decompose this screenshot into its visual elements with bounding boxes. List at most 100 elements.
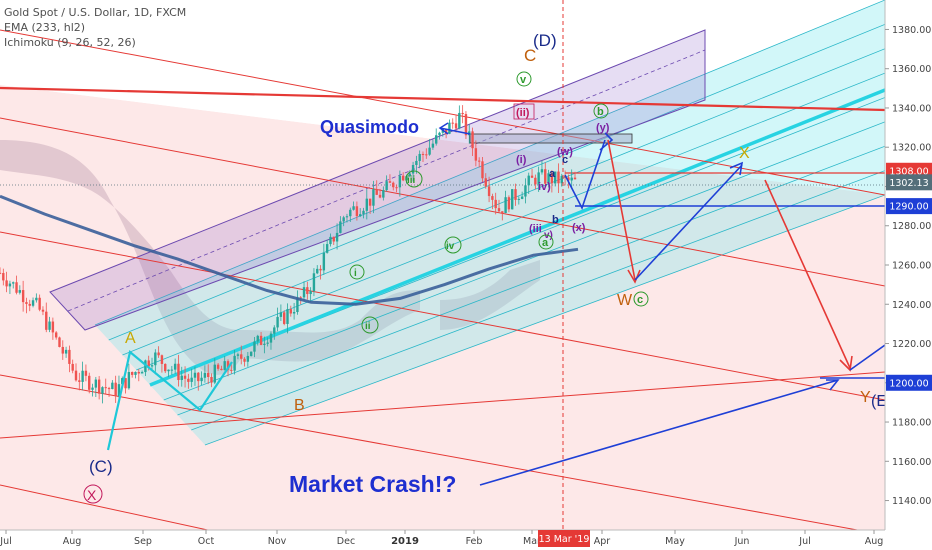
candle-body: [78, 380, 81, 382]
y-tick-label: 1360.00: [892, 64, 931, 75]
label-iii: iii: [407, 175, 416, 186]
label-a-small: a: [549, 168, 556, 180]
candle-body: [170, 369, 174, 371]
candle-body: [94, 379, 98, 388]
candle-body: [534, 177, 537, 185]
price-badge-label: 1302.13: [889, 178, 928, 189]
candle-body: [474, 148, 478, 161]
label-X-circ: X: [87, 487, 97, 503]
cloud-blob: [440, 260, 540, 330]
cyan-channel-fill: [95, 0, 885, 445]
circle-b-green: [593, 103, 609, 119]
candle-body: [504, 197, 507, 214]
candle-body: [121, 378, 124, 385]
x-tick-label: Nov: [268, 536, 287, 547]
x-tick-label: Jul: [798, 536, 810, 547]
candle-body: [365, 198, 369, 211]
label-C-big: C: [524, 46, 536, 65]
candle-body: [418, 153, 421, 161]
cyan-channel-line: [191, 170, 885, 431]
candle-body: [190, 377, 193, 382]
ema-233-line: [0, 194, 579, 306]
cyan-channel-line: [108, 24, 885, 341]
candle-body: [259, 335, 263, 345]
y-tick-label: 1260.00: [892, 261, 931, 272]
candle-body: [117, 384, 121, 397]
candle-body: [484, 178, 487, 187]
candle-body: [289, 309, 293, 314]
candle-body: [84, 370, 88, 376]
cyan-channel-line: [94, 0, 885, 326]
candle-body: [435, 135, 438, 144]
candle-body: [392, 182, 395, 188]
circle-v: [516, 71, 532, 87]
red-trend-line: [0, 117, 885, 287]
candle-body: [282, 312, 286, 324]
price-axis[interactable]: 1140.00 1160.00 1180.00 1200.00 1220.00 1240.…: [885, 25, 931, 507]
candle-body: [401, 175, 405, 181]
candle-body: [124, 378, 127, 389]
candle-body: [501, 211, 504, 214]
candle-body: [408, 173, 411, 177]
candle-body: [279, 312, 283, 317]
candle-body: [481, 161, 484, 179]
price-candles: [0, 105, 577, 404]
candle-body: [41, 309, 45, 312]
candle-body: [157, 352, 160, 356]
candle-body: [104, 387, 107, 389]
candle-body: [173, 363, 177, 370]
candle-body: [246, 355, 250, 362]
time-axis[interactable]: Jul Aug Sep Oct Nov Dec 2019 Feb Mar Apr May Jun Jul…: [0, 530, 883, 547]
candle-body: [256, 335, 259, 342]
abc-pattern-lines: [106, 350, 233, 451]
ichimoku-cloud: [0, 140, 540, 375]
label-Y: Y: [860, 389, 871, 406]
candle-body: [507, 197, 511, 210]
candle-body: [540, 169, 544, 173]
candle-body: [28, 303, 31, 306]
candle-body: [269, 333, 273, 343]
cyan-channel-line: [204, 194, 885, 446]
label-i-top: (i): [516, 154, 527, 166]
candle-body: [421, 153, 425, 155]
candle-body: [150, 365, 154, 367]
candle-body: [398, 175, 402, 188]
candle-body: [273, 327, 276, 334]
candle-body: [530, 175, 534, 178]
candle-body: [101, 387, 104, 394]
candle-body: [197, 372, 200, 382]
candle-body: [144, 360, 147, 373]
x-tick-label: Sep: [134, 536, 152, 547]
candle-body: [329, 236, 332, 245]
label-E: (E: [871, 393, 887, 410]
candle-body: [68, 349, 71, 364]
price-badge-box: [886, 374, 932, 391]
candle-body: [491, 196, 494, 200]
x-tick-label: Dec: [337, 536, 355, 547]
candle-body: [517, 198, 521, 200]
candle-body: [458, 112, 461, 129]
candle-body: [527, 175, 530, 186]
cyan-channel-center: [149, 88, 885, 387]
candle-body: [12, 282, 15, 284]
candle-body: [51, 321, 55, 333]
label-x: (x): [572, 222, 586, 234]
candle-body: [193, 372, 197, 378]
candle-body: [339, 221, 342, 233]
cyan-channel-line: [163, 121, 885, 401]
candle-body: [349, 209, 352, 217]
candle-body: [130, 371, 134, 375]
candle-body: [309, 291, 312, 295]
candle-body: [54, 332, 58, 338]
candle-body: [557, 171, 560, 184]
candle-body: [425, 154, 428, 156]
candle-body: [107, 388, 111, 390]
price-badge-label: 1200.00: [889, 378, 928, 389]
label-c-small: c: [562, 154, 568, 166]
candle-body: [511, 189, 514, 210]
date-marker-label: 13 Mar '19: [539, 534, 590, 545]
candle-body: [444, 128, 448, 134]
label-ii: ii: [365, 321, 371, 332]
